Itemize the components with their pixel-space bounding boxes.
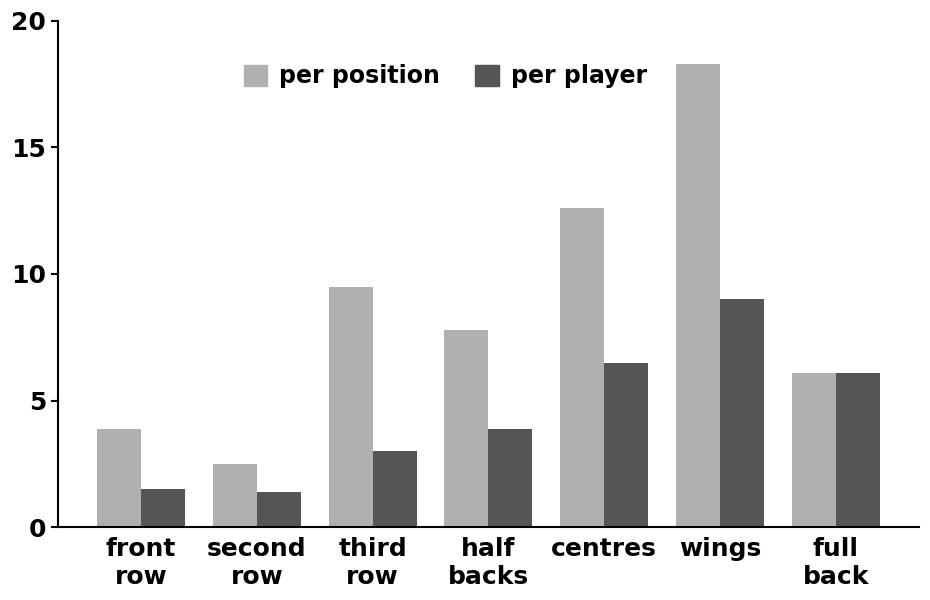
Bar — [836, 373, 880, 527]
Bar — [720, 299, 764, 527]
Bar — [213, 464, 257, 527]
Bar — [445, 330, 488, 527]
Bar — [257, 492, 300, 527]
Bar — [560, 208, 604, 527]
Bar — [791, 373, 836, 527]
Bar — [604, 362, 648, 527]
Bar — [97, 428, 141, 527]
Legend: per position, per player: per position, per player — [232, 53, 658, 100]
Bar — [676, 64, 720, 527]
Bar — [373, 451, 417, 527]
Bar — [488, 428, 532, 527]
Bar — [328, 287, 373, 527]
Bar — [141, 490, 185, 527]
